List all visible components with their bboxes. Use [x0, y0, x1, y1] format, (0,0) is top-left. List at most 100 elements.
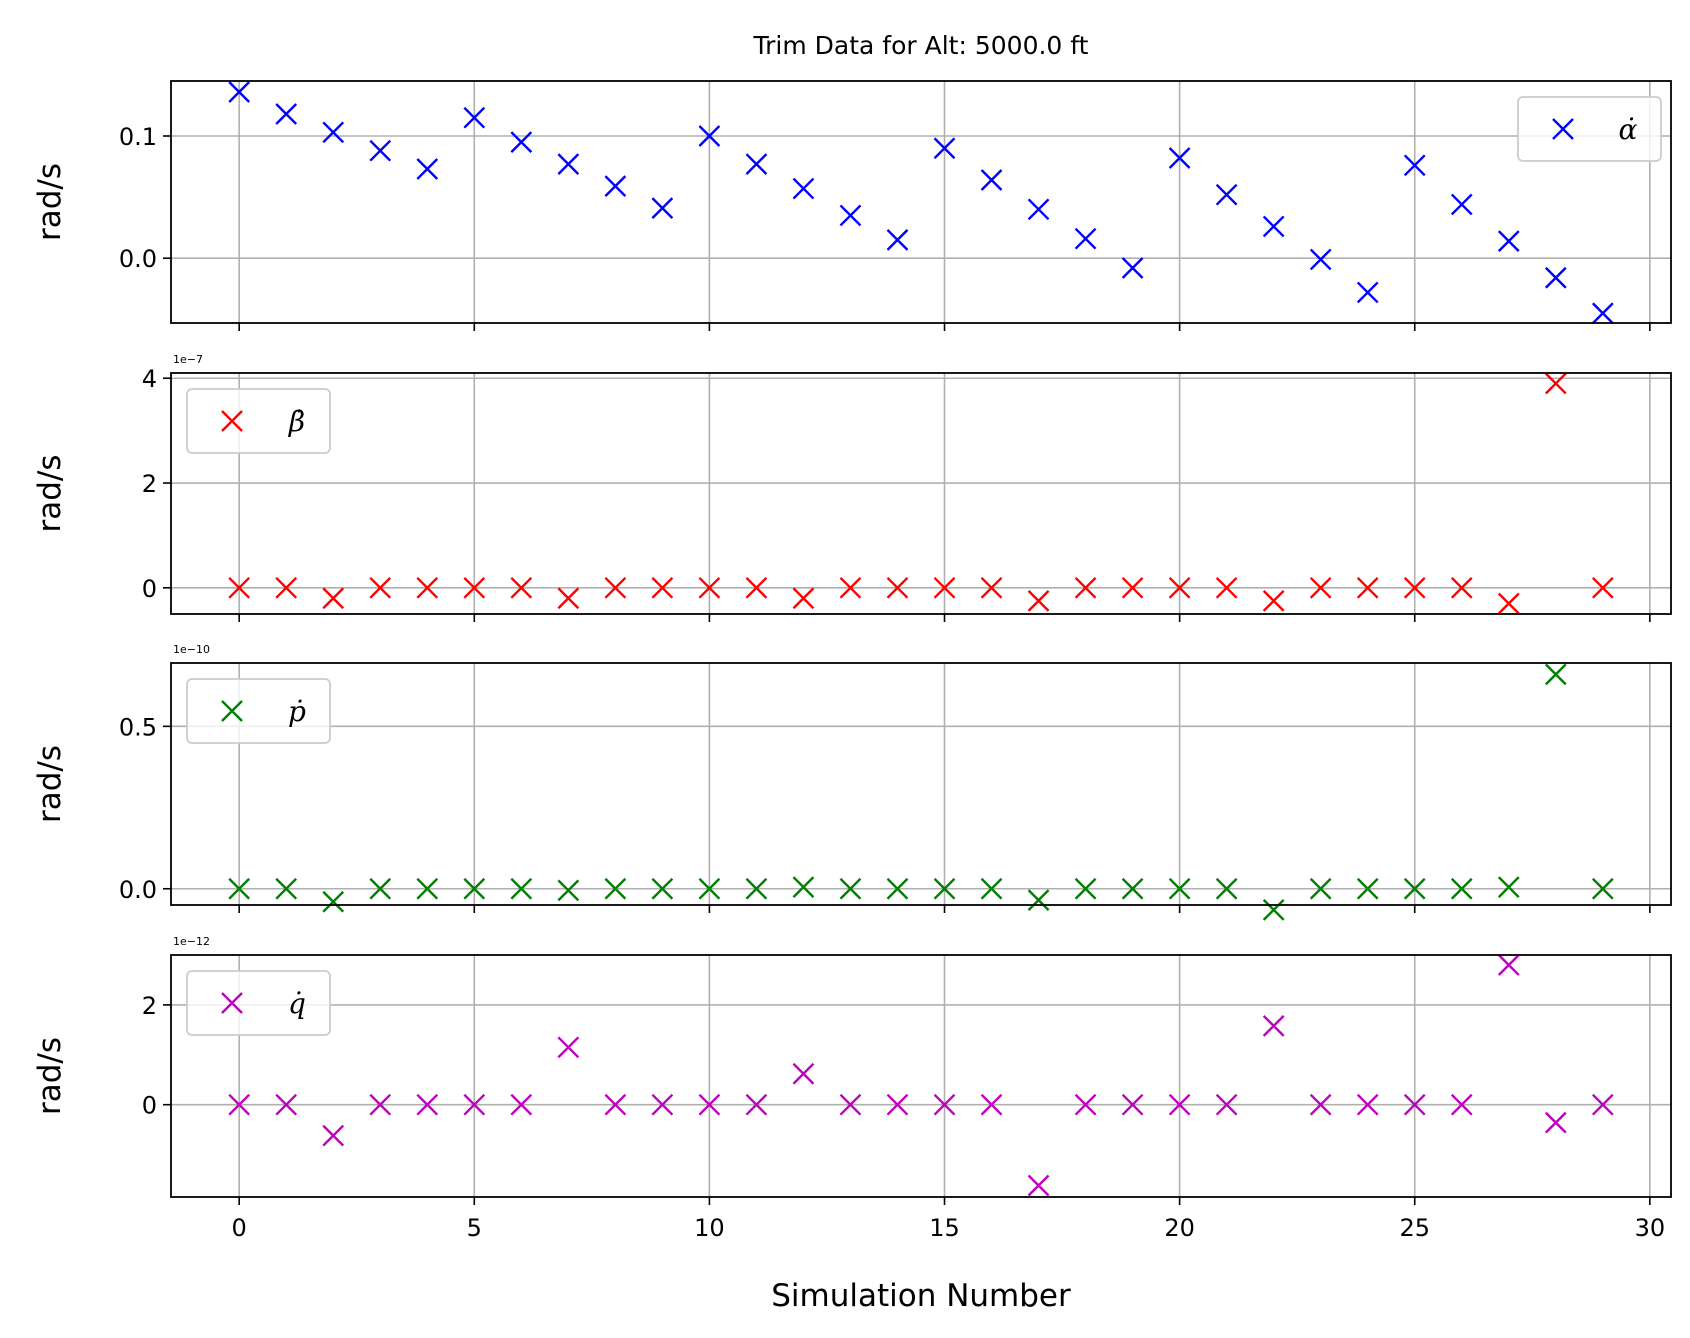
data-point [933, 137, 956, 160]
data-point [604, 877, 627, 900]
legend-label: β̇ [288, 405, 305, 438]
data-point [792, 876, 815, 898]
y-tick-label: 0.0 [119, 876, 157, 904]
legend-box [186, 388, 331, 454]
y-axis-label: rad/s [32, 163, 68, 241]
x-tick-label: 25 [1399, 1214, 1430, 1242]
data-point [275, 1093, 298, 1116]
subplot-3: 0.0 0.5 rad/s 1e−10 ṗ [32, 643, 1672, 921]
data-point [886, 229, 909, 251]
data-point [698, 877, 721, 900]
data-point [1262, 1015, 1285, 1037]
x-tick-label: 20 [1164, 1214, 1195, 1242]
data-point [1121, 576, 1144, 599]
data-point [1215, 1093, 1238, 1116]
data-point [980, 169, 1003, 191]
data-point [1121, 1093, 1144, 1116]
y-tick-label: 0.5 [119, 713, 157, 741]
data-point [1215, 576, 1238, 599]
data-point [416, 877, 439, 900]
data-point [1450, 576, 1473, 599]
x-tick-label: 0 [232, 1214, 247, 1242]
axes-frame [170, 80, 1672, 324]
data-point [416, 1093, 439, 1116]
chart-title: Trim Data for Alt: 5000.0 ft [753, 31, 1089, 60]
legend-box [186, 970, 331, 1036]
data-point [369, 877, 392, 900]
data-point [1121, 877, 1144, 900]
data-point [1027, 198, 1050, 221]
data-point [1074, 877, 1097, 900]
data-point [1027, 590, 1050, 612]
legend-label: α̇ [1619, 113, 1638, 146]
data-point [463, 1093, 486, 1116]
x-tick-label: 10 [694, 1214, 725, 1242]
data-point [933, 1093, 956, 1116]
data-point [1168, 576, 1191, 599]
data-point [228, 877, 251, 900]
data-point [1074, 227, 1097, 250]
axes-frame [170, 662, 1672, 906]
data-point [839, 204, 862, 227]
data-point [1544, 663, 1567, 686]
data-point [1074, 1093, 1097, 1116]
data-point [1497, 954, 1520, 976]
data-point [839, 1093, 862, 1116]
data-point [1356, 877, 1379, 900]
data-point [416, 576, 439, 599]
data-point [1309, 1093, 1332, 1116]
legend: ṗ [186, 678, 331, 744]
data-point [1403, 877, 1426, 900]
data-point [604, 175, 627, 197]
data-point [980, 877, 1003, 900]
y-axis-label: rad/s [32, 745, 68, 823]
offset-text: 1e−10 [173, 643, 210, 656]
data-point [1591, 1093, 1614, 1116]
y-tick-label: 2 [142, 992, 157, 1020]
data-point [1309, 248, 1332, 271]
legend-label: ṗ [288, 695, 306, 728]
data-point [1168, 877, 1191, 900]
data-point [1168, 147, 1191, 169]
data-point [980, 1093, 1003, 1116]
data-point [322, 890, 345, 913]
legend-marker [221, 992, 243, 1014]
data-point [510, 1093, 533, 1116]
data-point [275, 877, 298, 900]
data-point [1450, 193, 1473, 216]
data-point [557, 153, 580, 175]
offset-text: 1e−7 [173, 353, 203, 366]
data-point [1497, 592, 1520, 615]
data-point [1544, 1111, 1567, 1134]
y-tick-label: 0 [142, 575, 157, 603]
x-axis-label: Simulation Number [771, 1278, 1071, 1314]
data-point [604, 1093, 627, 1116]
data-point [1215, 183, 1238, 206]
data-point [557, 587, 580, 610]
axes-frame [170, 372, 1672, 615]
data-point [933, 576, 956, 599]
data-point [275, 103, 298, 125]
data-point [1591, 302, 1614, 325]
data-point [1450, 1093, 1473, 1116]
data-point [698, 125, 721, 147]
data-point [651, 1093, 674, 1116]
data-point [322, 587, 345, 610]
data-point [698, 1093, 721, 1116]
data-point [1262, 899, 1285, 921]
data-point [510, 131, 533, 153]
data-point [463, 106, 486, 129]
data-point [463, 576, 486, 599]
data-point [1591, 576, 1614, 599]
data-point [1450, 877, 1473, 900]
legend-marker [221, 700, 243, 722]
data-point [510, 576, 533, 599]
legend: α̇ [1517, 96, 1662, 162]
data-point [1121, 257, 1144, 279]
data-point [792, 587, 815, 610]
data-point [745, 877, 768, 900]
data-point [651, 877, 674, 900]
data-point [416, 158, 439, 180]
data-point [839, 576, 862, 599]
